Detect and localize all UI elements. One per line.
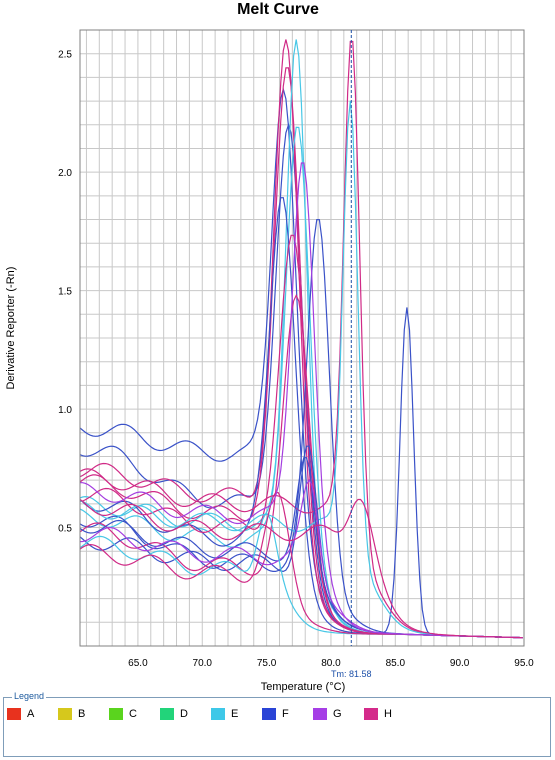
legend-item: D (160, 708, 211, 720)
x-tick-label: 95.0 (514, 658, 534, 669)
legend-label: G (333, 708, 342, 720)
x-tick-label: 85.0 (386, 658, 406, 669)
legend-label: E (231, 708, 239, 720)
legend-item: B (58, 708, 109, 720)
legend-label: D (180, 708, 188, 720)
legend-swatch (58, 708, 72, 720)
axes (79, 29, 525, 647)
x-tick-label: 65.0 (128, 658, 148, 669)
x-axis-label: Temperature (°C) (261, 681, 345, 693)
tick-labels: 65.0 70.0 75.0 80.0 85.0 90.0 95.0 0.5 1.0 1.5 2.0… (58, 50, 534, 669)
x-tick-label: 70.0 (193, 658, 213, 669)
y-tick-label: 0.5 (58, 524, 72, 535)
x-tick-label: 90.0 (450, 658, 470, 669)
melt-curve-line (79, 498, 523, 639)
legend-swatch (160, 708, 174, 720)
legend-item: G (313, 708, 364, 720)
legend-item: E (211, 708, 262, 720)
chart-title: Melt Curve (237, 1, 319, 18)
legend: Legend A B C D E F G H (3, 691, 551, 757)
legend-items: A B C D E F G H (7, 708, 415, 720)
y-tick-label: 1.5 (58, 287, 72, 298)
melt-curve-chart: Melt Curve Derivative Reporter (-Rn) Tem… (5, 1, 534, 693)
legend-item: A (7, 708, 58, 720)
legend-item: F (262, 708, 313, 720)
legend-swatch (7, 708, 21, 720)
legend-swatch (364, 708, 378, 720)
x-tick-label: 80.0 (321, 658, 341, 669)
y-tick-label: 2.5 (58, 50, 72, 61)
legend-label: B (78, 708, 86, 720)
legend-swatch (211, 708, 225, 720)
legend-swatch (109, 708, 123, 720)
legend-item: H (364, 708, 415, 720)
legend-title: Legend (12, 691, 47, 701)
legend-label: A (27, 708, 35, 720)
tm-marker: Tm: 81.58 (331, 30, 372, 679)
tm-label: Tm: 81.58 (331, 669, 372, 679)
y-tick-label: 1.0 (58, 405, 72, 416)
legend-label: F (282, 708, 289, 720)
x-tick-label: 75.0 (257, 658, 277, 669)
legend-label: H (384, 708, 392, 720)
legend-swatch (262, 708, 276, 720)
y-axis-label: Derivative Reporter (-Rn) (5, 267, 17, 390)
plot-frame (79, 29, 525, 647)
legend-label: C (129, 708, 137, 720)
legend-item: C (109, 708, 160, 720)
series-layer (79, 39, 523, 639)
y-tick-label: 2.0 (58, 168, 72, 179)
legend-swatch (313, 708, 327, 720)
